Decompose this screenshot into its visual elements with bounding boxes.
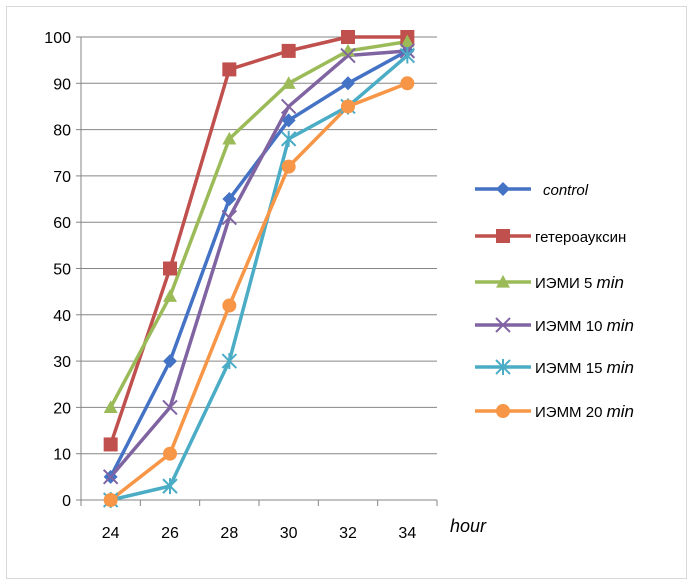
x-tick-label: 28 xyxy=(220,525,238,542)
data-point-marker xyxy=(281,159,296,174)
data-point-marker xyxy=(221,209,238,226)
series-line xyxy=(109,49,409,478)
data-point-marker xyxy=(221,353,238,370)
y-tick-label: 100 xyxy=(44,30,71,47)
data-point-marker xyxy=(341,30,355,44)
data-point-marker xyxy=(496,404,510,418)
data-point-marker xyxy=(281,43,296,58)
data-point-marker xyxy=(280,98,297,115)
legend-label: ИЭММ 15 min xyxy=(535,358,634,377)
data-point-marker xyxy=(496,275,510,288)
series-line xyxy=(109,81,408,502)
data-point-marker xyxy=(495,359,511,375)
legend-label-prefix: ИЭМИ 5 xyxy=(535,275,597,292)
chart-frame: 0 10 20 30 40 50 60 70 80 90 100 24 26 28 30 32 34 hour… xyxy=(6,6,687,579)
legend-label-suffix: min xyxy=(607,358,634,377)
legend-label-suffix: min xyxy=(607,402,634,421)
data-point-marker xyxy=(281,76,296,89)
line-chart: 0 10 20 30 40 50 60 70 80 90 100 24 26 28 30 32 34 hour… xyxy=(44,30,634,542)
y-tick-label: 70 xyxy=(53,169,71,186)
y-tick-label: 10 xyxy=(53,447,71,464)
data-point-marker xyxy=(222,62,237,77)
x-axis-label: hour xyxy=(450,516,487,536)
y-tick-label: 30 xyxy=(53,354,71,371)
series-line xyxy=(109,35,408,445)
y-tick-label: 50 xyxy=(53,262,71,279)
y-tick-label: 90 xyxy=(53,76,71,93)
data-point-marker xyxy=(163,354,177,369)
axes xyxy=(76,36,438,506)
x-tick-label: 26 xyxy=(161,525,179,542)
y-tick-label: 80 xyxy=(53,123,71,140)
legend-label: ИЭММ 10 min xyxy=(535,316,634,335)
y-tick-label: 20 xyxy=(53,400,71,417)
series-line xyxy=(109,49,408,478)
y-tick-labels: 0 10 20 30 40 50 60 70 80 90 100 xyxy=(44,30,71,510)
x-tick-label: 32 xyxy=(339,525,357,542)
legend-entry: ИЭМИ 5 min xyxy=(475,273,624,292)
data-point-marker xyxy=(103,493,118,507)
legend-entry: гетероауксин xyxy=(475,229,626,246)
data-point-marker xyxy=(103,400,118,413)
series-line xyxy=(109,39,408,409)
y-tick-label: 60 xyxy=(53,215,71,232)
data-point-marker xyxy=(280,130,297,147)
legend-label: гетероауксин xyxy=(535,229,626,246)
legend-label: control xyxy=(543,182,589,199)
legend-label: ИЭМИ 5 min xyxy=(535,273,624,292)
data-point-marker xyxy=(399,47,416,64)
data-point-marker xyxy=(162,399,178,416)
legend-entry: ИЭММ 15 min xyxy=(475,358,634,377)
x-tick-label: 24 xyxy=(102,525,120,542)
data-point-marker xyxy=(162,478,178,495)
y-tick-label: 40 xyxy=(53,308,71,325)
legend-entry: ИЭММ 10 min xyxy=(475,316,634,335)
data-point-marker xyxy=(496,229,510,243)
x-tick-label: 30 xyxy=(280,525,298,542)
y-tick-label: 0 xyxy=(62,493,71,510)
data-point-marker xyxy=(222,131,237,145)
legend-label: ИЭММ 20 min xyxy=(535,402,634,421)
x-tick-label: 34 xyxy=(398,525,416,542)
data-point-marker xyxy=(222,192,237,207)
data-point-marker xyxy=(496,182,510,196)
x-tick-labels: 24 26 28 30 32 34 xyxy=(102,525,417,542)
data-point-marker xyxy=(495,317,511,333)
legend-label-prefix: ИЭММ 10 xyxy=(535,318,607,335)
legend-entry: control xyxy=(475,182,589,199)
data-point-marker xyxy=(103,437,118,452)
legend-label-prefix: ИЭММ 20 xyxy=(535,404,607,421)
series-lines xyxy=(109,35,409,502)
data-point-marker xyxy=(163,289,177,302)
data-point-marker xyxy=(340,47,356,64)
series-markers xyxy=(102,30,416,508)
legend-entry: ИЭММ 20 min xyxy=(475,402,634,421)
data-point-marker xyxy=(400,34,415,48)
data-point-marker xyxy=(102,469,119,485)
series-line xyxy=(110,54,409,502)
data-point-marker xyxy=(163,261,177,276)
legend-label-suffix: min xyxy=(607,316,634,335)
data-point-marker xyxy=(163,446,177,461)
data-point-marker xyxy=(281,113,296,128)
legend-label-suffix: min xyxy=(597,273,624,292)
legend-label-prefix: ИЭММ 15 xyxy=(535,360,607,377)
data-point-marker xyxy=(341,99,355,114)
data-point-marker xyxy=(222,298,237,313)
data-point-marker xyxy=(341,76,355,91)
data-point-marker xyxy=(400,76,415,91)
